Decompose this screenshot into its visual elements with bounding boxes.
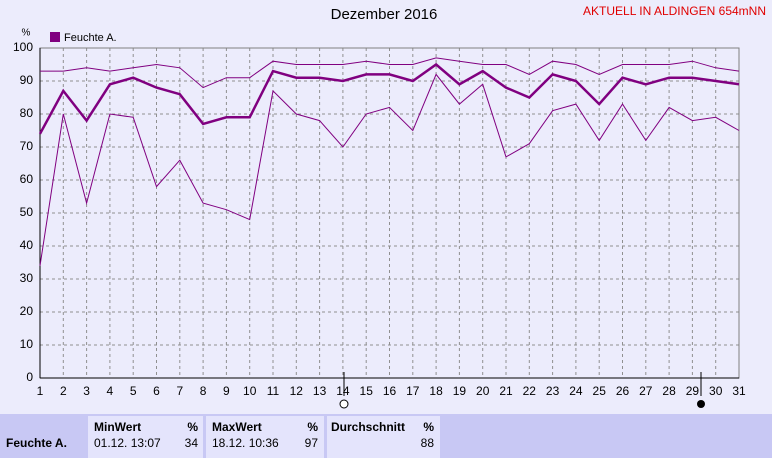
x-tick-label: 29 bbox=[686, 384, 700, 398]
y-tick-label: 30 bbox=[20, 271, 34, 285]
y-tick-label: 90 bbox=[20, 73, 34, 87]
y-tick-label: 50 bbox=[20, 205, 34, 219]
x-tick-label: 21 bbox=[499, 384, 513, 398]
x-tick-label: 10 bbox=[243, 384, 257, 398]
col-unit: % bbox=[423, 420, 434, 434]
x-tick-label: 24 bbox=[569, 384, 583, 398]
min-value: 34 bbox=[185, 436, 199, 450]
x-tick-label: 27 bbox=[639, 384, 653, 398]
x-tick-label: 20 bbox=[476, 384, 490, 398]
x-tick-label: 6 bbox=[153, 384, 160, 398]
table-cell bbox=[206, 416, 324, 458]
x-tick-label: 26 bbox=[616, 384, 630, 398]
table-cell bbox=[327, 416, 440, 458]
col-header: Durchschnitt bbox=[331, 420, 405, 434]
table-cell bbox=[88, 416, 203, 458]
y-tick-label: 10 bbox=[20, 337, 34, 351]
y-tick-label: 80 bbox=[20, 106, 34, 120]
x-tick-label: 12 bbox=[290, 384, 304, 398]
x-tick-label: 15 bbox=[360, 384, 374, 398]
x-tick-label: 5 bbox=[130, 384, 137, 398]
stats-table: Feuchte A. MinWert % 01.12. 13:07 34 Max… bbox=[0, 414, 772, 458]
y-tick-label: 40 bbox=[20, 238, 34, 252]
col-unit: % bbox=[187, 420, 198, 434]
x-tick-label: 31 bbox=[732, 384, 746, 398]
chart-title: Dezember 2016 bbox=[331, 6, 438, 23]
x-tick-label: 7 bbox=[176, 384, 183, 398]
full-moon-icon bbox=[339, 399, 349, 409]
x-tick-label: 1 bbox=[37, 384, 44, 398]
max-value: 97 bbox=[305, 436, 319, 450]
x-tick-label: 13 bbox=[313, 384, 327, 398]
x-tick-label: 18 bbox=[429, 384, 443, 398]
row-label: Feuchte A. bbox=[6, 436, 67, 450]
legend-label: Feuchte A. bbox=[64, 32, 117, 44]
y-tick-label: 0 bbox=[26, 370, 33, 384]
y-tick-label: 60 bbox=[20, 172, 34, 186]
max-time: 18.12. 10:36 bbox=[212, 436, 279, 450]
y-tick-label: 70 bbox=[20, 139, 34, 153]
avg-value: 88 bbox=[421, 436, 435, 450]
legend-swatch bbox=[50, 32, 60, 42]
y-tick-label: 20 bbox=[20, 304, 34, 318]
x-tick-label: 9 bbox=[223, 384, 230, 398]
min-time: 01.12. 13:07 bbox=[94, 436, 161, 450]
x-tick-label: 22 bbox=[523, 384, 537, 398]
y-tick-label: 100 bbox=[13, 40, 33, 54]
col-header: MaxWert bbox=[212, 420, 262, 434]
col-header: MinWert bbox=[94, 420, 141, 434]
x-tick-label: 19 bbox=[453, 384, 467, 398]
data-line bbox=[39, 73, 740, 266]
x-tick-label: 8 bbox=[200, 384, 207, 398]
new-moon-icon bbox=[697, 400, 705, 408]
x-tick-label: 16 bbox=[383, 384, 397, 398]
chart-subtitle: AKTUELL IN ALDINGEN 654mNN bbox=[583, 4, 766, 18]
data-line bbox=[40, 57, 740, 89]
x-tick-label: 2 bbox=[60, 384, 67, 398]
y-axis-label: % bbox=[22, 28, 31, 39]
col-unit: % bbox=[307, 420, 318, 434]
data-line bbox=[38, 62, 740, 135]
x-tick-label: 30 bbox=[709, 384, 723, 398]
x-tick-label: 3 bbox=[83, 384, 90, 398]
x-tick-label: 11 bbox=[267, 384, 280, 398]
x-tick-label: 25 bbox=[593, 384, 607, 398]
x-tick-label: 4 bbox=[107, 384, 114, 398]
x-tick-label: 14 bbox=[336, 384, 350, 398]
x-tick-label: 23 bbox=[546, 384, 560, 398]
x-tick-label: 17 bbox=[406, 384, 420, 398]
x-tick-label: 28 bbox=[662, 384, 676, 398]
